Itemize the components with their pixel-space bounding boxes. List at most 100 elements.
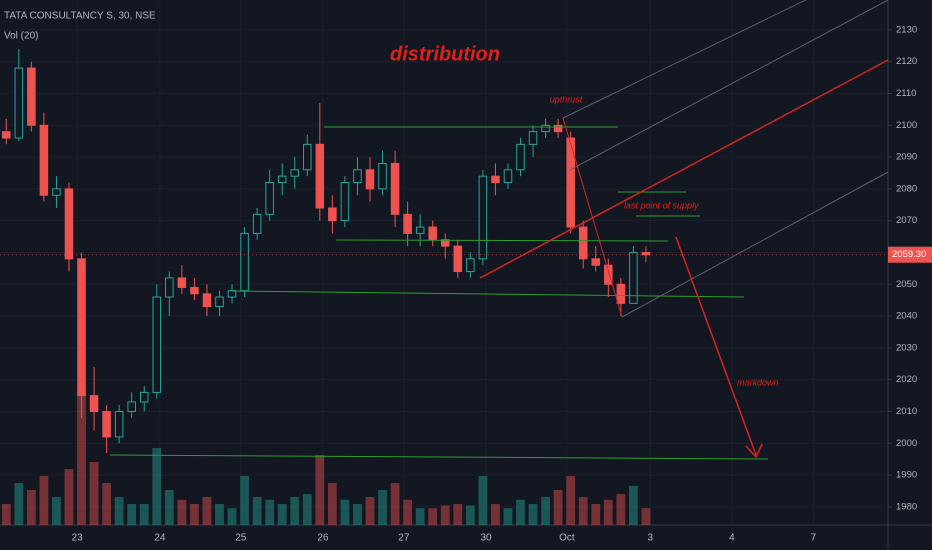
- volume-bar: [152, 448, 162, 525]
- candle-body: [240, 232, 249, 292]
- y-tick-label: 2020: [896, 374, 917, 385]
- candle-body: [127, 401, 136, 412]
- candle-body: [466, 258, 475, 273]
- arrow-head: [745, 443, 763, 459]
- volume-bar: [127, 504, 137, 525]
- pitchfork-line: [569, 0, 889, 171]
- volume-bar: [52, 497, 61, 525]
- volume-bar: [516, 499, 525, 525]
- candle-body: [503, 169, 513, 184]
- candle-body: [265, 182, 274, 215]
- y-tick-label: 2030: [896, 342, 917, 353]
- candle-body: [165, 277, 174, 298]
- candle-body: [629, 251, 638, 304]
- candle-body: [553, 124, 563, 133]
- volume-bar: [340, 499, 350, 525]
- candle-body: [202, 293, 212, 308]
- y-tick-label: 2090: [896, 152, 917, 163]
- x-tick-label: 4: [729, 533, 735, 544]
- pitchfork-line: [562, 0, 807, 119]
- candle-body: [315, 143, 325, 209]
- chart-title: TATA CONSULTANCY S, 30, NSE: [4, 11, 156, 22]
- candle-body: [340, 182, 350, 222]
- volume-bar: [290, 497, 300, 525]
- support-line: [231, 290, 745, 298]
- candle-body: [566, 137, 575, 228]
- volume-bar: [202, 497, 212, 525]
- candle-body: [39, 124, 49, 196]
- candle-body: [365, 169, 375, 190]
- volume-bar: [64, 469, 74, 525]
- volume-bar: [428, 508, 438, 525]
- volume-bar: [578, 497, 588, 525]
- candle-body: [102, 410, 111, 438]
- candle-body: [328, 207, 337, 222]
- x-tick-label: 7: [811, 533, 817, 544]
- candle-body: [428, 226, 437, 241]
- candle-body: [641, 251, 651, 256]
- volume-bar: [252, 497, 262, 525]
- volume-bar: [365, 497, 375, 525]
- y-tick-label: 2110: [896, 88, 916, 99]
- candle-body: [453, 245, 463, 273]
- x-tick-label: 24: [154, 533, 166, 544]
- volume-bar: [641, 508, 651, 525]
- volume-bar: [603, 499, 613, 525]
- candle-body: [2, 131, 11, 139]
- trend-line: [479, 59, 889, 279]
- candle-body: [114, 410, 124, 438]
- y-tick-label: 2050: [896, 279, 917, 290]
- volume-bar: [491, 504, 500, 525]
- candle-body: [252, 213, 262, 234]
- volume-bar: [14, 483, 24, 525]
- candle-body: [190, 286, 199, 295]
- y-tick-label: 2080: [896, 183, 917, 194]
- y-tick-label: 2000: [896, 438, 917, 449]
- candle-body: [591, 258, 601, 266]
- volume-bar: [327, 483, 337, 525]
- candle-body: [541, 124, 550, 133]
- candle-body: [77, 258, 86, 397]
- candle-body: [390, 162, 400, 215]
- volume-bar: [240, 476, 249, 525]
- candle-body: [616, 283, 626, 304]
- volume-bar: [1, 504, 11, 525]
- volume-bar: [465, 505, 475, 525]
- volume-bar: [453, 504, 463, 525]
- candle-body: [89, 395, 99, 412]
- candle-body: [403, 213, 412, 234]
- candle-body: [478, 175, 488, 260]
- volume-bar: [378, 490, 387, 525]
- volume-bar: [114, 497, 124, 525]
- annotation: upthrust: [550, 94, 583, 104]
- volume-bar: [89, 462, 99, 525]
- y-tick-label: 2070: [896, 215, 917, 226]
- annotation: last point of supply: [624, 200, 699, 210]
- volume-bar: [177, 499, 187, 525]
- x-tick-label: 27: [398, 533, 410, 544]
- volume-bar: [440, 505, 450, 525]
- candle-body: [604, 264, 613, 285]
- candle-body: [303, 143, 312, 171]
- x-tick-label: 23: [72, 533, 84, 544]
- candle-body: [64, 188, 74, 260]
- candle-body: [491, 175, 500, 184]
- volume-bar: [315, 455, 325, 525]
- last-price-label: 2059.30: [892, 249, 926, 260]
- candle-body: [52, 188, 61, 196]
- y-tick-label: 2130: [896, 24, 917, 35]
- drawings: [109, 0, 889, 460]
- x-tick-label: 30: [480, 533, 492, 544]
- candle-body: [277, 175, 287, 184]
- candle-body: [378, 162, 387, 190]
- candle-body: [27, 67, 36, 126]
- volume-bar: [591, 504, 601, 525]
- volume-bar: [403, 499, 413, 525]
- candle-body: [139, 391, 149, 403]
- volume-bar: [353, 504, 362, 525]
- volume-bar: [164, 490, 174, 525]
- volume-bar: [566, 476, 576, 525]
- volume-bar: [478, 476, 488, 525]
